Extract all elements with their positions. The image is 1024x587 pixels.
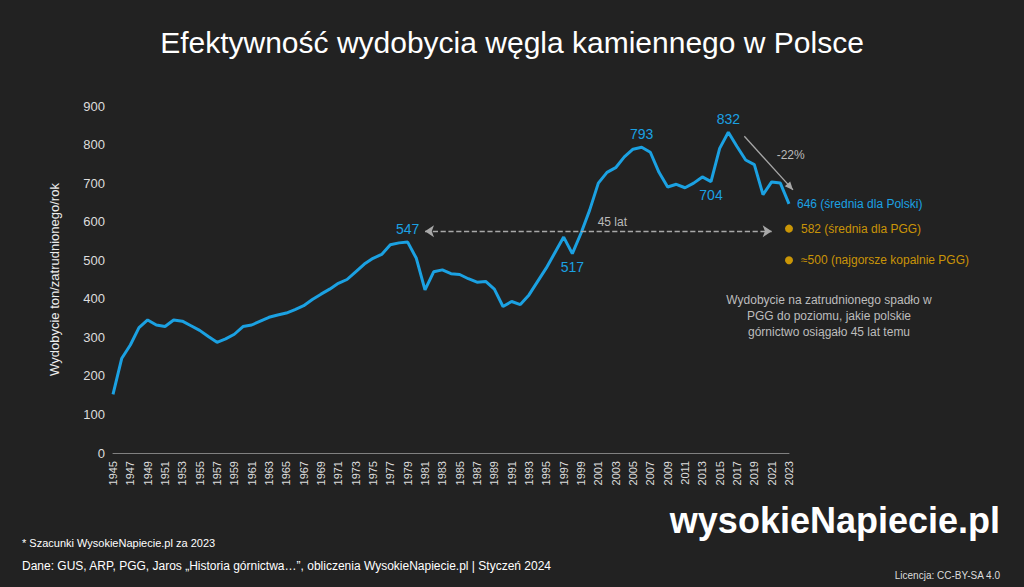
svg-text:646 (średnia dla Polski): 646 (średnia dla Polski): [797, 197, 922, 211]
svg-text:-22%: -22%: [777, 148, 805, 162]
svg-text:1969: 1969: [315, 461, 327, 485]
svg-text:1975: 1975: [367, 461, 379, 485]
svg-text:500: 500: [83, 253, 105, 268]
svg-text:Licencja: CC-BY-SA 4.0: Licencja: CC-BY-SA 4.0: [895, 570, 1001, 581]
svg-text:Dane: GUS, ARP, PGG, Jaros „Hi: Dane: GUS, ARP, PGG, Jaros „Historia gór…: [22, 559, 551, 573]
svg-text:582 (średnia dla PGG): 582 (średnia dla PGG): [801, 222, 921, 236]
svg-text:1967: 1967: [298, 461, 310, 485]
svg-text:1981: 1981: [419, 461, 431, 485]
svg-text:300: 300: [83, 330, 105, 345]
svg-text:1961: 1961: [246, 461, 258, 485]
svg-text:1983: 1983: [436, 461, 448, 485]
svg-text:Wydobycie na zatrudnionego spa: Wydobycie na zatrudnionego spadło w: [726, 293, 932, 307]
svg-text:2015: 2015: [714, 461, 726, 485]
svg-text:1993: 1993: [523, 461, 535, 485]
svg-text:1959: 1959: [228, 461, 240, 485]
svg-text:1979: 1979: [402, 461, 414, 485]
svg-text:200: 200: [83, 368, 105, 383]
svg-text:800: 800: [83, 137, 105, 152]
svg-text:1965: 1965: [280, 461, 292, 485]
svg-text:1977: 1977: [384, 461, 396, 485]
svg-text:* Szacunki WysokieNapiecie.pl: * Szacunki WysokieNapiecie.pl za 2023: [22, 537, 215, 549]
svg-text:1947: 1947: [124, 461, 136, 485]
svg-text:2021: 2021: [766, 461, 778, 485]
svg-text:1971: 1971: [332, 461, 344, 485]
svg-text:2007: 2007: [644, 461, 656, 485]
svg-text:1985: 1985: [454, 461, 466, 485]
svg-text:1997: 1997: [558, 461, 570, 485]
svg-text:2023: 2023: [783, 461, 795, 485]
svg-text:517: 517: [561, 259, 585, 275]
svg-text:400: 400: [83, 291, 105, 306]
svg-text:1957: 1957: [211, 461, 223, 485]
svg-text:700: 700: [83, 176, 105, 191]
svg-text:100: 100: [83, 407, 105, 422]
svg-text:≈500 (najgorsze kopalnie PGG): ≈500 (najgorsze kopalnie PGG): [801, 253, 969, 267]
svg-text:1951: 1951: [159, 461, 171, 485]
svg-text:wysokieNapiecie.pl: wysokieNapiecie.pl: [669, 500, 1000, 541]
svg-text:2017: 2017: [731, 461, 743, 485]
svg-text:Wydobycie ton/zatrudnionego/ro: Wydobycie ton/zatrudnionego/rok: [47, 183, 62, 376]
svg-text:2005: 2005: [627, 461, 639, 485]
svg-text:2009: 2009: [662, 461, 674, 485]
svg-text:45 lat: 45 lat: [598, 215, 628, 229]
svg-text:832: 832: [717, 111, 741, 127]
svg-text:1973: 1973: [350, 461, 362, 485]
svg-text:600: 600: [83, 214, 105, 229]
svg-text:PGG do poziomu, jakie polskie: PGG do poziomu, jakie polskie: [747, 309, 911, 323]
svg-text:793: 793: [630, 126, 654, 142]
svg-text:Efektywność wydobycia węgla ka: Efektywność wydobycia węgla kamiennego w…: [160, 26, 864, 59]
svg-text:2013: 2013: [696, 461, 708, 485]
svg-text:1953: 1953: [176, 461, 188, 485]
svg-text:1955: 1955: [194, 461, 206, 485]
svg-text:1995: 1995: [540, 461, 552, 485]
svg-text:2011: 2011: [679, 461, 691, 485]
svg-text:1945: 1945: [107, 461, 119, 485]
svg-text:547: 547: [396, 221, 420, 237]
svg-text:1991: 1991: [506, 461, 518, 485]
svg-text:2001: 2001: [592, 461, 604, 485]
svg-text:1999: 1999: [575, 461, 587, 485]
svg-text:0: 0: [98, 446, 105, 461]
svg-text:1987: 1987: [471, 461, 483, 485]
svg-text:1949: 1949: [142, 461, 154, 485]
svg-text:1989: 1989: [488, 461, 500, 485]
svg-text:2003: 2003: [610, 461, 622, 485]
svg-text:1963: 1963: [263, 461, 275, 485]
svg-text:704: 704: [699, 187, 723, 203]
svg-text:900: 900: [83, 99, 105, 114]
svg-text:2019: 2019: [748, 461, 760, 485]
svg-text:górnictwo osiągało 45 lat temu: górnictwo osiągało 45 lat temu: [748, 325, 910, 339]
